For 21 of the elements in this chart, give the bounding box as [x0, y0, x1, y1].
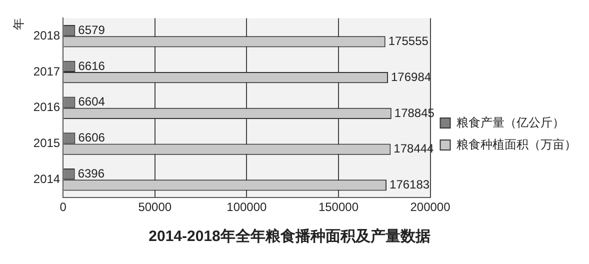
x-tick-label: 100000 [226, 200, 268, 214]
data-label: 6604 [78, 94, 106, 109]
legend-label: 粮食产量（亿公斤） [456, 115, 564, 130]
legend-label: 粮食种植面积（万亩） [456, 137, 576, 152]
y-tick-label: 2015 [33, 136, 60, 150]
x-tick-label: 200000 [410, 200, 451, 214]
x-tick-label: 50000 [138, 200, 172, 214]
x-tick-label: 0 [60, 200, 67, 214]
data-label: 6579 [78, 22, 106, 37]
text: 2014-2018年全年粮食播种面积及产量数据 [148, 228, 430, 246]
x-tick-label: 150000 [318, 200, 359, 214]
data-label: 6396 [78, 166, 105, 180]
y-tick-label: 2016 [33, 100, 60, 114]
y-tick-label: 2014 [33, 172, 60, 186]
y-axis-title: 年 [12, 18, 26, 30]
data-label: 6616 [78, 58, 106, 73]
y-tick-label: 2018 [33, 28, 60, 42]
data-label: 175555 [388, 34, 429, 48]
data-label: 6606 [78, 130, 106, 145]
data-label: 176183 [390, 178, 430, 192]
y-tick-label: 2017 [33, 64, 60, 78]
